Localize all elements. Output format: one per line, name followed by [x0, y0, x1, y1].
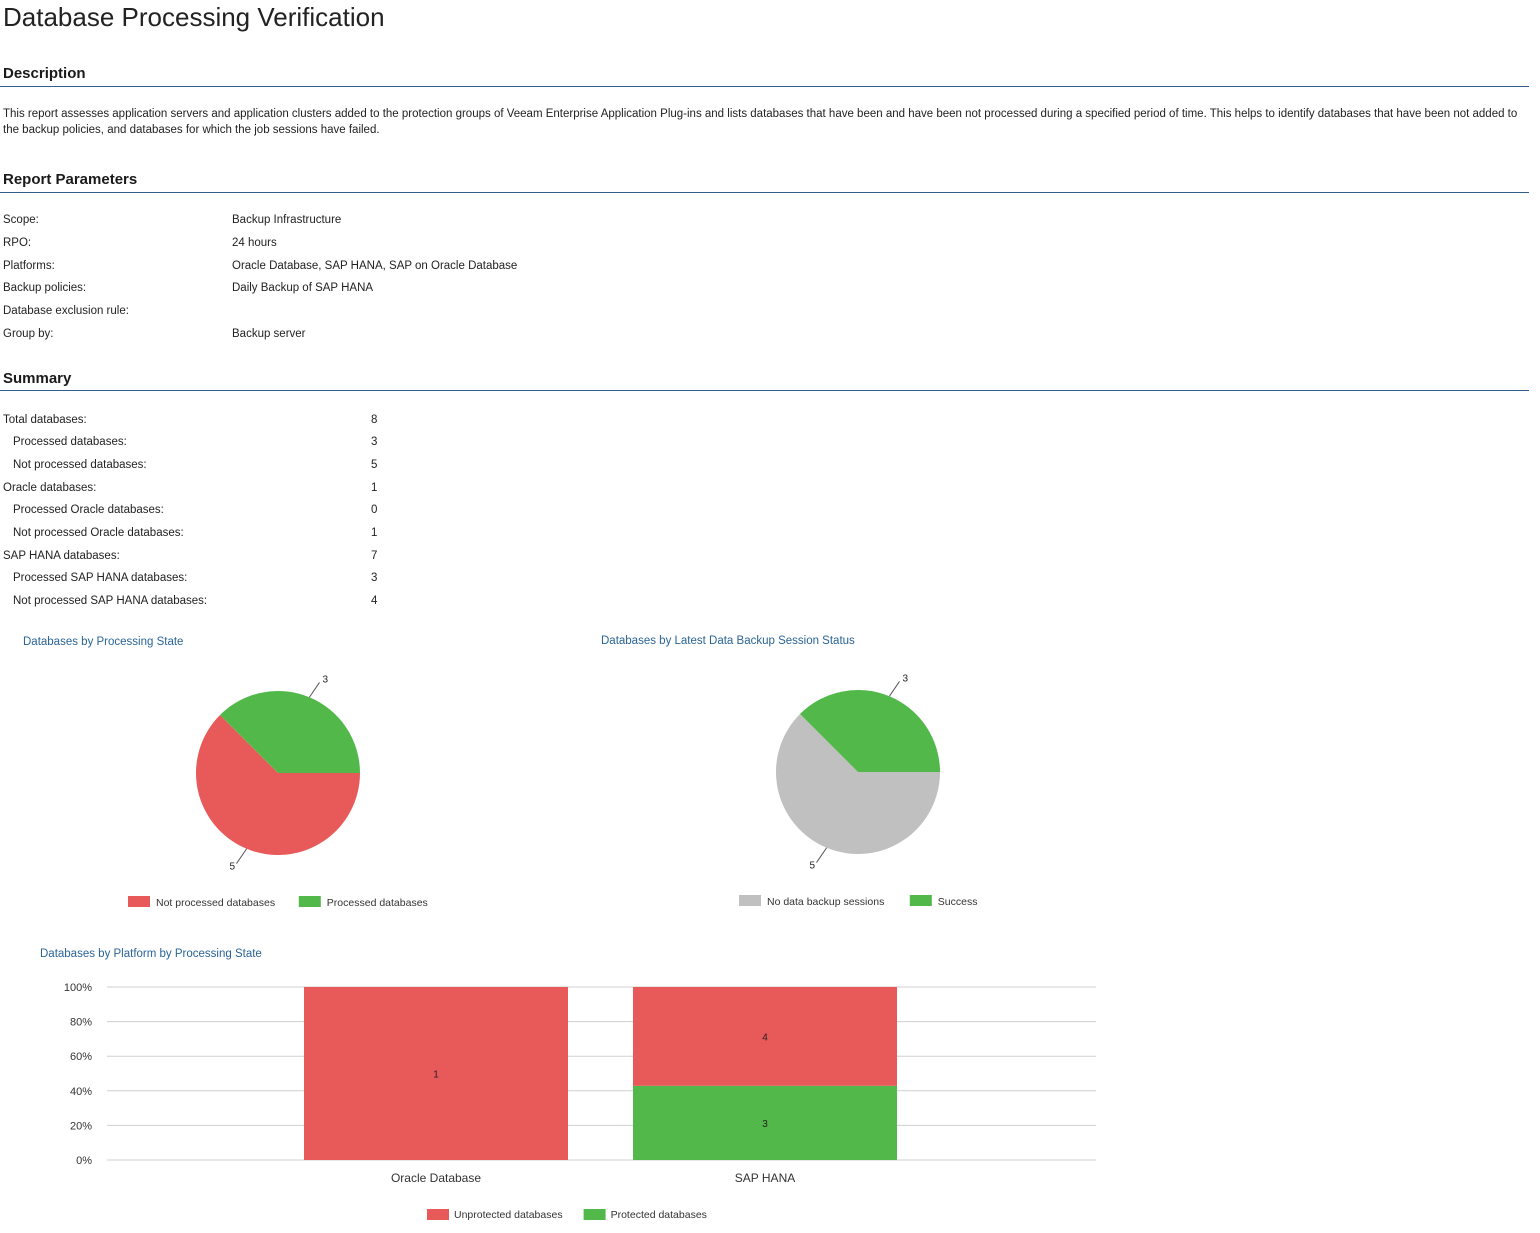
chart-title-session-status: Databases by Latest Data Backup Session … — [601, 635, 855, 647]
param-label: Database exclusion rule: — [3, 305, 129, 317]
summary-value: 1 — [371, 482, 378, 494]
summary-label: Processed Oracle databases: — [13, 504, 164, 516]
summary-label: SAP HANA databases: — [3, 550, 120, 562]
pie-slice — [196, 715, 360, 855]
x-tick-label: Oracle Database — [391, 1171, 481, 1185]
summary-value: 4 — [371, 595, 378, 607]
bar-segment — [304, 987, 568, 1160]
bar-data-label: 3 — [762, 1119, 768, 1130]
chart-title-platform-state: Databases by Platform by Processing Stat… — [40, 948, 262, 960]
legend-label: Protected databases — [611, 1209, 707, 1221]
summary-value: 3 — [371, 572, 378, 584]
param-value: Backup Infrastructure — [232, 214, 342, 226]
bar-data-label: 4 — [762, 1032, 768, 1043]
chart-title-processing-state: Databases by Processing State — [23, 636, 184, 648]
summary-label: Processed databases: — [13, 436, 127, 448]
description-text: This report assesses application servers… — [3, 108, 1518, 136]
pie-slice — [800, 690, 940, 772]
y-tick-label: 60% — [70, 1051, 92, 1063]
legend-label: Not processed databases — [156, 897, 275, 909]
summary-value: 7 — [371, 550, 378, 562]
summary-divider — [0, 390, 1529, 391]
description-heading: Description — [3, 65, 86, 82]
legend-swatch — [298, 896, 321, 907]
legend-swatch — [427, 1209, 449, 1220]
legend-label: Unprotected databases — [454, 1209, 563, 1221]
param-value: Oracle Database, SAP HANA, SAP on Oracle… — [232, 260, 518, 272]
description-divider — [0, 86, 1529, 87]
x-tick-label: SAP HANA — [735, 1171, 795, 1185]
pie-chart-processing-state: 5 3 Not processed databases Processed datab… — [128, 674, 428, 909]
pie-data-label: 3 — [323, 674, 329, 685]
pie-leader-line — [888, 681, 900, 697]
summary-label: Not processed Oracle databases: — [13, 527, 184, 539]
pie-leader-line — [308, 682, 320, 698]
summary-label: Processed SAP HANA databases: — [13, 572, 188, 584]
pie-slice — [220, 691, 360, 773]
summary-label: Oracle databases: — [3, 482, 97, 494]
report-parameters-divider — [0, 192, 1529, 193]
y-tick-label: 20% — [70, 1120, 92, 1132]
param-label: Platforms: — [3, 260, 55, 272]
legend-swatch — [909, 895, 932, 906]
bar-chart-platform-state: 0% 20% 40% 60% 80% 100% 1 Oracle Database 3 4 SAP … — [64, 982, 1096, 1221]
param-value: Daily Backup of SAP HANA — [232, 282, 374, 294]
bar-data-label: 1 — [433, 1070, 439, 1081]
pie-data-label: 5 — [809, 861, 815, 872]
y-tick-label: 100% — [64, 982, 92, 994]
summary-heading: Summary — [3, 370, 72, 387]
pie-data-label: 5 — [229, 862, 235, 873]
bar-segment — [633, 987, 897, 1086]
summary-label: Not processed databases: — [13, 459, 147, 471]
legend-swatch — [128, 896, 150, 907]
pie-chart-session-status: 5 3 No data backup sessions Success — [739, 673, 978, 908]
bar-segment — [633, 1085, 897, 1160]
legend-label: Processed databases — [327, 897, 428, 909]
summary-value: 1 — [371, 527, 378, 539]
legend-swatch — [739, 895, 761, 906]
legend-label: No data backup sessions — [767, 896, 884, 908]
param-label: RPO: — [3, 237, 32, 249]
pie-slice — [776, 714, 940, 854]
param-value: 24 hours — [232, 237, 277, 249]
y-tick-label: 40% — [70, 1086, 92, 1098]
y-tick-label: 80% — [70, 1017, 92, 1029]
summary-label: Not processed SAP HANA databases: — [13, 595, 208, 607]
y-tick-label: 0% — [76, 1155, 92, 1167]
summary-label: Total databases: — [3, 414, 87, 426]
summary-value: 3 — [371, 436, 378, 448]
param-label: Backup policies: — [3, 282, 87, 294]
pie-leader-line — [236, 848, 248, 864]
legend-label: Success — [938, 896, 978, 908]
pie-data-label: 3 — [903, 673, 909, 684]
page-title: Database Processing Verification — [3, 2, 385, 32]
summary-value: 5 — [371, 459, 378, 471]
param-label: Group by: — [3, 328, 54, 340]
param-value: Backup server — [232, 328, 306, 340]
report-parameters-heading: Report Parameters — [3, 171, 138, 188]
pie-leader-line — [816, 847, 828, 863]
summary-value: 8 — [371, 414, 378, 426]
param-label: Scope: — [3, 214, 39, 226]
summary-value: 0 — [371, 504, 378, 516]
legend-swatch — [583, 1209, 606, 1220]
